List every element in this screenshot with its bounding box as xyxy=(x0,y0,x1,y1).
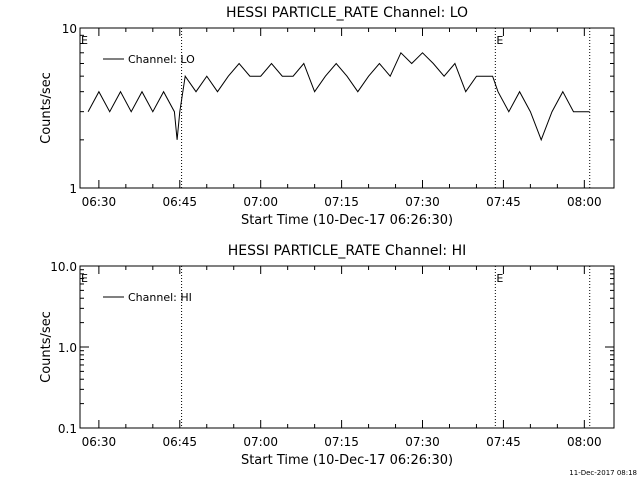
legend-label: Channel: HI xyxy=(128,291,192,304)
x-axis-label: Start Time (10-Dec-17 06:26:30) xyxy=(241,453,453,468)
event-marker: E xyxy=(496,34,503,47)
y-axis-label: Counts/sec xyxy=(39,72,54,144)
event-marker: E xyxy=(81,34,88,47)
legend-label: Channel: LO xyxy=(128,53,195,66)
y-tick-label: 1 xyxy=(69,182,77,196)
x-tick-label: 08:00 xyxy=(567,195,602,209)
chart-title: HESSI PARTICLE_RATE Channel: LO xyxy=(226,5,468,21)
y-axis-label: Counts/sec xyxy=(39,311,54,383)
x-tick-label: 07:30 xyxy=(405,195,440,209)
x-tick-label: 08:00 xyxy=(567,435,602,449)
y-tick-label: 10.0 xyxy=(50,260,77,274)
x-tick-label: 06:45 xyxy=(162,195,197,209)
series-line-channel-lo xyxy=(87,51,590,142)
panel-hi: HESSI PARTICLE_RATE Channel: HI 0.1 1.0 10.… xyxy=(39,243,615,468)
x-tick-label: 07:30 xyxy=(405,435,440,449)
x-tick-label: 06:30 xyxy=(82,435,117,449)
x-tick-label: 07:00 xyxy=(243,195,278,209)
x-tick-label: 07:15 xyxy=(324,435,359,449)
x-tick-label: 07:45 xyxy=(486,435,521,449)
x-tick-label: 06:45 xyxy=(162,435,197,449)
y-tick-label: 10 xyxy=(62,22,77,36)
panel-lo: HESSI PARTICLE_RATE Channel: LO 1 10 06:30 0… xyxy=(39,5,615,228)
y-tick-label: 1.0 xyxy=(58,341,77,355)
x-tick-label: 06:30 xyxy=(82,195,117,209)
x-tick-label: 07:45 xyxy=(486,195,521,209)
x-tick-label: 07:00 xyxy=(243,435,278,449)
event-marker: E xyxy=(81,272,88,285)
x-axis-label: Start Time (10-Dec-17 06:26:30) xyxy=(241,213,453,228)
plot-frame xyxy=(79,27,615,189)
x-tick-label: 07:15 xyxy=(324,195,359,209)
y-tick-label: 0.1 xyxy=(58,422,77,436)
footer-timestamp: 11-Dec-2017 08:18 xyxy=(569,469,637,477)
chart-title: HESSI PARTICLE_RATE Channel: HI xyxy=(228,243,466,259)
event-marker: E xyxy=(496,272,503,285)
